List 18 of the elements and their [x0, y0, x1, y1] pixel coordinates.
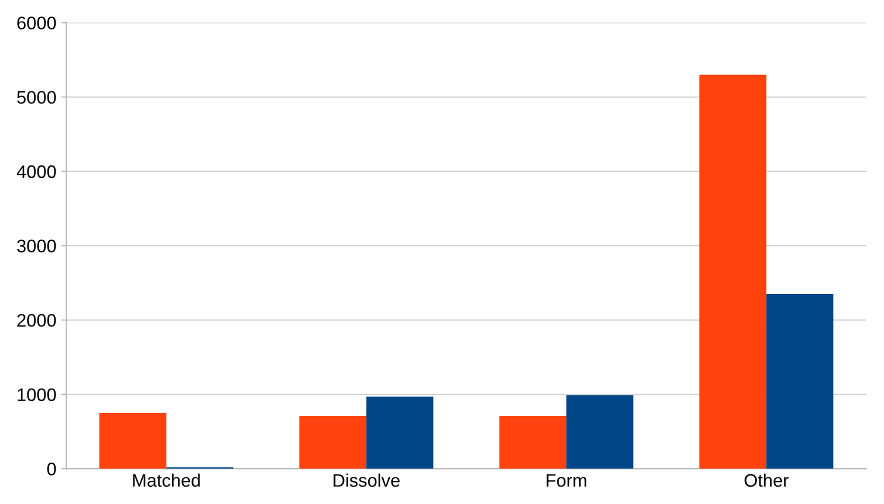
y-tick-label: 1000 — [18, 388, 56, 402]
bar — [99, 412, 166, 469]
bar — [566, 395, 634, 469]
bar — [499, 416, 566, 469]
y-tick-label: 6000 — [17, 16, 56, 30]
y-tick-label: 4000 — [16, 165, 56, 178]
y-tick-label: 3000 — [17, 240, 56, 252]
y-tick-label: 2000 — [17, 314, 56, 327]
bar — [299, 416, 366, 469]
bar — [366, 396, 434, 469]
x-tick-label: Matched — [133, 474, 200, 487]
y-tick-label: 0 — [47, 462, 56, 476]
x-tick-label: Other — [744, 474, 789, 487]
y-tick-label: 5000 — [17, 90, 56, 104]
x-tick-label: Form — [546, 474, 586, 487]
bar — [766, 294, 834, 469]
x-tick-label: Dissolve — [334, 474, 400, 487]
bar — [699, 74, 766, 469]
